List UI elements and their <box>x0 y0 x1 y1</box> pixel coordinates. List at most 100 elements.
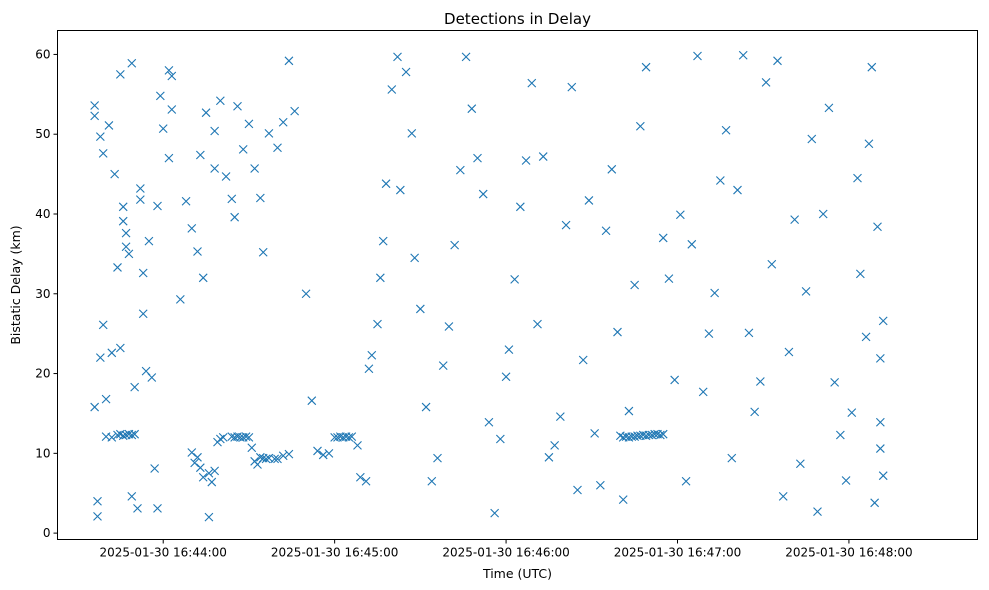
plot-frame <box>57 30 978 540</box>
data-point-marker <box>187 448 197 457</box>
data-point-marker <box>164 66 174 75</box>
data-point-marker <box>284 449 294 459</box>
data-point-marker <box>641 62 651 72</box>
data-point-marker <box>195 150 205 160</box>
data-point-marker <box>301 289 311 299</box>
data-point-marker <box>90 111 100 121</box>
data-point-marker <box>738 50 748 60</box>
data-point-marker <box>110 169 120 179</box>
data-point-marker <box>664 274 674 284</box>
data-point-marker <box>158 124 168 134</box>
y-tick-label: 20 <box>35 367 50 381</box>
x-tick-label: 2025-01-30 16:45:00 <box>271 546 398 560</box>
data-point-marker <box>573 485 582 495</box>
y-tick-label: 30 <box>35 287 50 301</box>
data-point-marker <box>590 429 600 438</box>
data-point-marker <box>270 454 280 464</box>
data-point-marker <box>278 117 288 127</box>
data-point-marker <box>115 343 125 353</box>
data-point-marker <box>135 195 145 205</box>
data-point-marker <box>461 52 471 62</box>
data-point-marker <box>727 453 737 463</box>
data-point-marker <box>830 377 840 387</box>
data-point-marker <box>264 129 274 138</box>
data-point-marker <box>258 247 268 257</box>
data-point-marker <box>347 432 357 441</box>
data-point-marker <box>533 319 542 329</box>
data-point-marker <box>841 476 851 485</box>
x-axis: 2025-01-30 16:44:00 2025-01-30 16:45:00 20… <box>99 539 913 560</box>
data-point-marker <box>130 429 140 439</box>
data-point-marker <box>90 101 100 110</box>
data-point-marker <box>193 247 202 256</box>
data-point-marker <box>750 407 760 417</box>
data-point-marker <box>138 268 148 278</box>
data-point-marker <box>473 153 482 163</box>
data-point-marker <box>307 396 317 406</box>
data-point-marker <box>421 402 431 412</box>
data-point-marker <box>290 106 300 116</box>
data-point-marker <box>538 152 548 161</box>
data-point-marker <box>95 353 105 362</box>
y-tick-label: 40 <box>35 207 50 221</box>
data-point-marker <box>278 451 288 461</box>
x-tick-label: 2025-01-30 16:48:00 <box>785 546 912 560</box>
data-point-marker <box>204 512 214 522</box>
data-point-marker <box>127 492 137 501</box>
data-point-marker <box>147 373 157 382</box>
data-point-marker <box>124 249 134 259</box>
data-point-marker <box>744 328 754 338</box>
data-point-marker <box>247 443 257 453</box>
data-point-marker <box>104 121 114 130</box>
data-point-marker <box>878 471 888 481</box>
data-point-marker <box>824 103 834 113</box>
data-point-marker <box>361 476 371 486</box>
data-point-marker <box>210 466 220 476</box>
data-point-marker <box>784 347 794 357</box>
data-point-marker <box>175 294 185 304</box>
data-point-marker <box>373 319 382 329</box>
data-point-marker <box>415 304 425 314</box>
data-point-marker <box>375 273 385 283</box>
data-point-marker <box>767 259 777 269</box>
chart-title: Detections in Delay <box>444 10 591 28</box>
data-point-marker <box>550 440 560 450</box>
data-point-marker <box>181 196 191 206</box>
data-point-marker <box>450 240 460 250</box>
data-point-marker <box>381 179 391 189</box>
data-point-marker <box>107 348 117 358</box>
data-point-marker <box>761 77 771 87</box>
data-point-marker <box>875 354 885 363</box>
data-point-marker <box>130 382 140 392</box>
data-point-marker <box>98 148 108 158</box>
data-point-marker <box>567 82 577 92</box>
data-point-marker <box>601 226 611 236</box>
y-tick-label: 50 <box>35 127 50 141</box>
data-point-marker <box>127 58 137 68</box>
data-point-marker <box>847 408 857 418</box>
data-point-marker <box>790 215 800 224</box>
data-point-marker <box>273 143 282 153</box>
data-point-marker <box>658 233 668 243</box>
data-point-marker <box>607 164 617 174</box>
data-point-marker <box>504 345 514 355</box>
data-point-marker <box>490 508 500 518</box>
data-point-marker <box>244 432 254 442</box>
data-point-marker <box>433 453 442 463</box>
data-point-marker <box>495 434 505 444</box>
data-point-marker <box>261 454 271 464</box>
data-point-marker <box>118 216 128 226</box>
data-point-marker <box>401 67 411 77</box>
data-point-marker <box>555 412 565 422</box>
data-point-marker <box>221 172 231 181</box>
data-point-marker <box>855 269 865 279</box>
data-point-marker <box>118 431 128 441</box>
data-point-marker <box>658 429 668 439</box>
data-point-marker <box>875 444 885 453</box>
data-point-marker <box>353 440 362 450</box>
data-point-marker <box>864 139 874 149</box>
y-tick-label: 0 <box>43 526 51 540</box>
data-point-marker <box>521 156 531 165</box>
